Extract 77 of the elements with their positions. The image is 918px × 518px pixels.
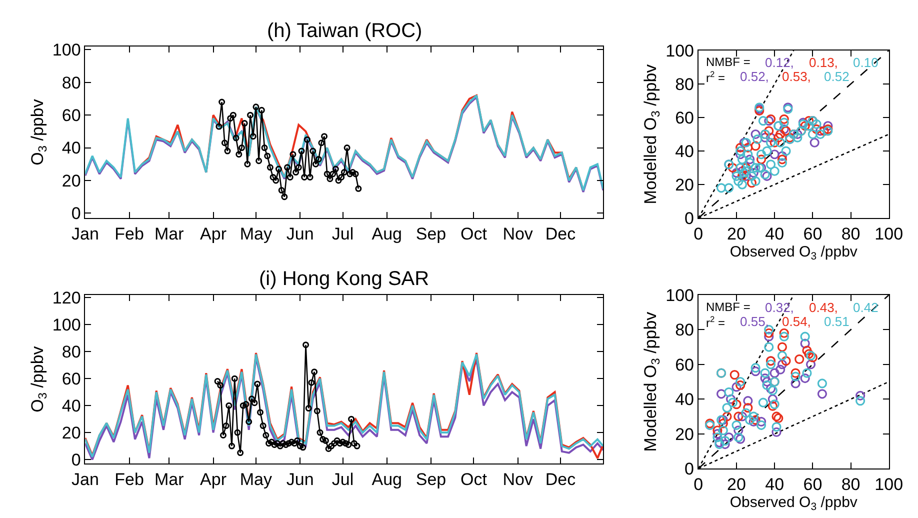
y-tick-label: 100 <box>52 40 81 60</box>
y-tick-label: 40 <box>675 142 694 161</box>
y-tick-label: 20 <box>62 171 81 190</box>
x-tick-label: Sep <box>416 224 446 244</box>
y-tick-label: 80 <box>62 342 81 362</box>
x-tick-label: 20 <box>727 474 746 494</box>
annotation: 0.10 <box>853 55 878 70</box>
x-tick-label: 60 <box>803 474 822 494</box>
annotation: 0.52 <box>824 69 850 84</box>
y-tick-label: 100 <box>52 316 81 335</box>
annotation: 0.32, <box>765 300 794 315</box>
x-tick-label: Mar <box>154 224 184 244</box>
y-tick-label: 40 <box>675 390 694 410</box>
y-tick-label: 60 <box>62 370 81 389</box>
x-tick-label: Jan <box>71 470 99 489</box>
x-tick-label: 80 <box>841 224 860 244</box>
annotation: 0.53, <box>782 69 811 84</box>
y-tick-label: 20 <box>675 424 694 444</box>
x-tick-label: Apr <box>200 470 227 489</box>
x-axis-title: Observed O$_{3}$ /ppbv <box>730 243 858 263</box>
annotation: r$^{2}$ = <box>706 314 726 330</box>
chart-title: (i) Hong Kong SAR <box>259 268 430 290</box>
x-tick-label: Aug <box>372 470 402 489</box>
x-tick-label: Aug <box>372 224 402 244</box>
y-tick-label: 0 <box>71 204 81 224</box>
x-tick-label: Feb <box>114 470 144 489</box>
y-tick-label: 0 <box>71 450 81 470</box>
annotation: 0.54, <box>782 314 811 329</box>
x-tick-label: Jan <box>71 224 99 244</box>
x-axis-title: Observed O$_{3}$ /ppbv <box>730 494 858 514</box>
annotation: 0.55, <box>740 314 769 329</box>
x-tick-label: 40 <box>765 474 784 494</box>
x-tick-label: Jun <box>286 470 314 489</box>
x-tick-label: Mar <box>154 470 184 489</box>
y-tick-label: 100 <box>666 41 694 60</box>
x-tick-label: Dec <box>545 224 576 244</box>
x-tick-label: Dec <box>545 470 576 489</box>
annotation: 0.51 <box>824 314 850 329</box>
x-tick-label: 100 <box>874 224 904 244</box>
x-tick-label: Apr <box>200 224 227 244</box>
x-tick-label: 80 <box>841 474 860 494</box>
annotation: NMBF = <box>706 300 750 314</box>
x-tick-label: Sep <box>416 470 446 489</box>
y-tick-label: 60 <box>675 108 694 128</box>
y-tick-label: 20 <box>62 424 81 443</box>
x-tick-label: Jul <box>332 470 354 489</box>
x-tick-label: May <box>240 470 273 489</box>
x-tick-label: 20 <box>727 224 746 244</box>
x-tick-label: Oct <box>460 224 488 244</box>
x-tick-label: Oct <box>460 470 488 489</box>
y-tick-label: 80 <box>62 73 81 92</box>
y-tick-label: 80 <box>675 320 694 340</box>
chart-title: (h) Taiwan (ROC) <box>267 20 422 42</box>
y-tick-label: 40 <box>62 396 81 416</box>
x-tick-label: Jul <box>332 224 354 244</box>
x-tick-label: Jun <box>286 224 314 244</box>
x-tick-label: Nov <box>502 470 534 489</box>
annotation: 0.43, <box>809 300 838 315</box>
y-tick-label: 60 <box>62 106 81 126</box>
annotation: 0.12, <box>765 55 794 70</box>
y-tick-label: 60 <box>675 355 694 374</box>
annotation: NMBF = <box>706 55 750 69</box>
annotation: r$^{2}$ = <box>706 69 726 86</box>
y-tick-label: 0 <box>684 209 694 228</box>
y-tick-label: 120 <box>52 288 81 308</box>
x-tick-label: Feb <box>114 224 144 244</box>
x-tick-label: 100 <box>874 474 904 494</box>
y-tick-label: 20 <box>675 175 694 194</box>
x-tick-label: Nov <box>502 224 534 244</box>
x-tick-label: 40 <box>765 224 784 244</box>
annotation: 0.13, <box>809 55 838 70</box>
y-tick-label: 80 <box>675 74 694 94</box>
x-tick-label: May <box>240 224 273 244</box>
y-tick-label: 40 <box>62 138 81 158</box>
y-tick-label: 100 <box>666 286 694 305</box>
x-tick-label: 60 <box>803 224 822 244</box>
annotation: 0.52, <box>740 69 769 84</box>
